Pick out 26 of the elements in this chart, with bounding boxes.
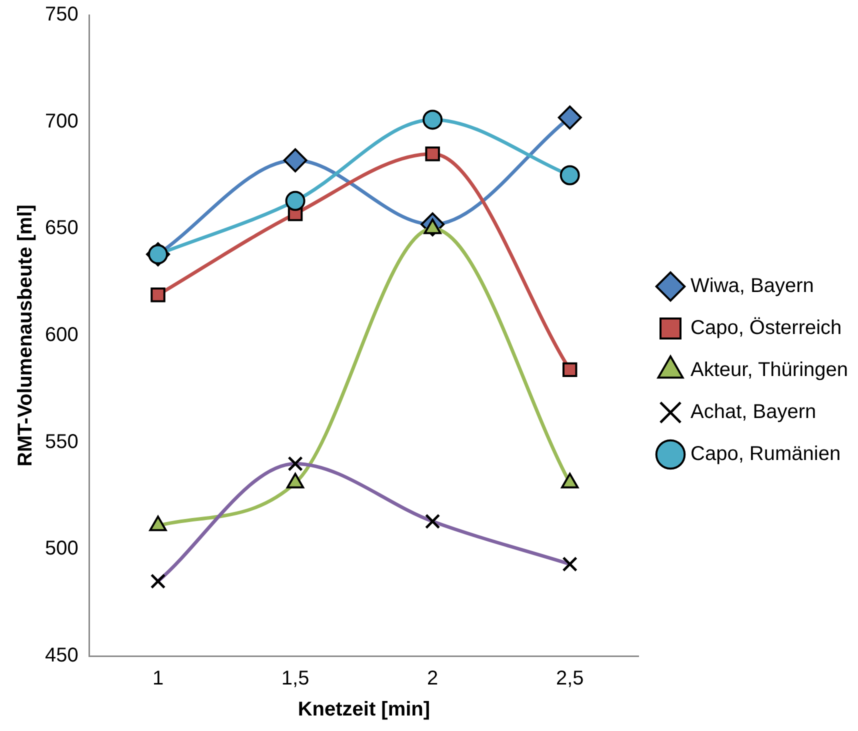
legend-label: Akteur, Thüringen [690,359,848,382]
legend-label: Capo, Österreich [690,317,842,340]
x-tick-label: 2 [427,668,438,690]
y-tick-label: 600 [44,324,78,346]
point [560,165,580,186]
y-tick-label: 500 [44,538,78,560]
y-tick-label: 650 [44,217,78,240]
y-tick-label: 750 [44,4,78,26]
x-tick-label: 1,5 [281,668,310,690]
point [422,110,443,130]
legend-label: Achat, Bayern [690,401,816,424]
y-tick-label: 700 [44,110,78,132]
x-tick-label: 1 [152,668,164,690]
x-axis-title: Knetzeit [min] [298,698,430,721]
point [562,362,578,378]
point [425,146,440,162]
point [283,148,308,172]
y-tick-label: 450 [44,644,78,667]
y-axis-title: RMT-Volumenausbeute [ml] [14,204,37,466]
x-tick-label: 2,5 [556,668,584,690]
point [150,288,166,302]
y-tick-label: 550 [44,430,78,453]
point [285,190,306,211]
legend-label: Wiwa, Bayern [690,275,814,298]
point [558,106,582,130]
legend-label: Capo, Rumänien [690,443,841,466]
